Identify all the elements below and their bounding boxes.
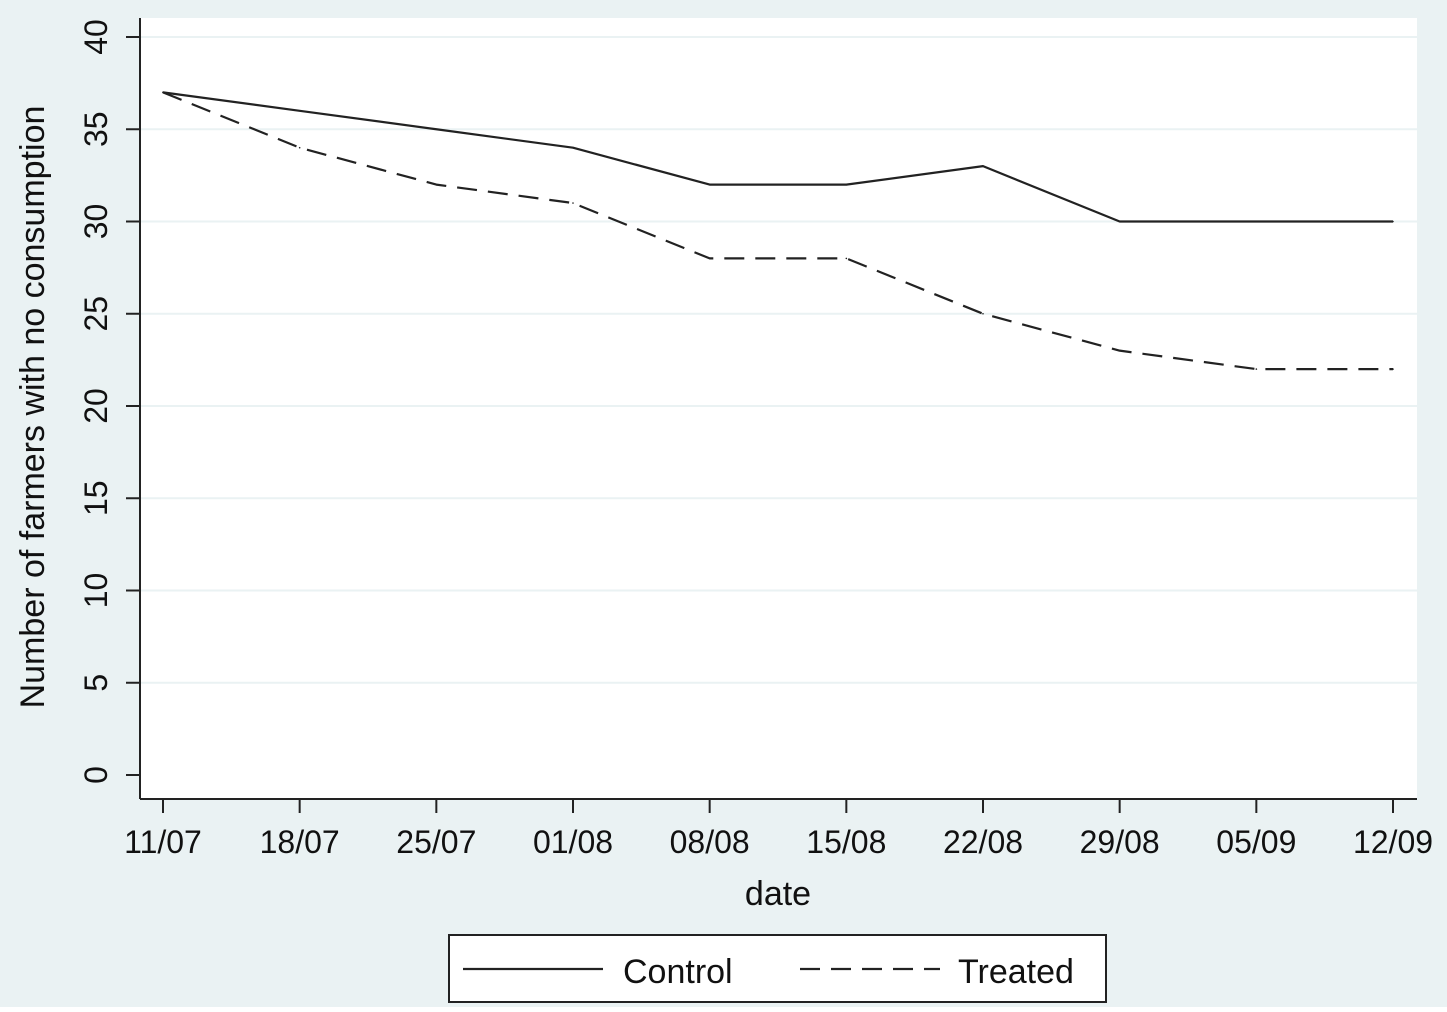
x-tick-label: 29/08: [1080, 824, 1160, 860]
data-point-control: [1255, 220, 1258, 223]
legend-label-treated: Treated: [958, 953, 1074, 991]
data-point-treated: [1392, 368, 1394, 370]
y-tick-label: 35: [78, 111, 114, 147]
data-point-treated: [572, 202, 574, 204]
x-tick-label: 22/08: [943, 824, 1023, 860]
legend: Control Treated: [448, 934, 1107, 1003]
y-tick-label: 10: [78, 573, 114, 609]
data-point-control: [708, 183, 711, 186]
data-point-control: [298, 110, 301, 112]
data-point-control: [1118, 220, 1121, 223]
x-tick-label: 18/07: [260, 824, 340, 860]
data-point-treated: [1255, 368, 1258, 370]
x-tick-label: 08/08: [670, 824, 750, 860]
y-tick-label: 30: [78, 204, 114, 240]
data-point-control: [1392, 220, 1394, 223]
x-tick-label: 05/09: [1216, 824, 1296, 860]
y-axis-title: Number of farmers with no consumption: [14, 106, 52, 709]
x-tick-label: 25/07: [396, 824, 476, 860]
series-line-treated: [162, 91, 1393, 371]
x-tick-label: 12/09: [1353, 824, 1433, 860]
x-tick-label: 11/07: [124, 824, 202, 860]
data-point-control: [845, 183, 848, 186]
gridlines: [140, 36, 1417, 684]
data-point-treated: [708, 257, 711, 260]
data-point-treated: [298, 146, 301, 149]
y-tick-label: 40: [78, 19, 114, 55]
x-tick-label: 01/08: [533, 824, 613, 860]
data-point-control: [572, 146, 574, 149]
y-tick-label: 25: [78, 296, 114, 332]
axes: [139, 18, 1417, 800]
data-point-treated: [982, 312, 984, 315]
series-line-control: [162, 91, 1393, 223]
plot-area: [140, 18, 1417, 799]
y-axis-ticks: 0 5 10 15 20 25 30 35 40: [78, 19, 140, 784]
data-point-treated: [1118, 349, 1121, 352]
y-tick-label: 0: [78, 766, 114, 784]
y-tick-label: 15: [78, 480, 114, 516]
legend-label-control: Control: [623, 953, 733, 991]
x-axis-title: date: [745, 875, 811, 913]
y-tick-label: 5: [78, 674, 114, 692]
data-point-treated: [435, 183, 438, 186]
data-point-control: [435, 128, 438, 131]
data-point-control: [982, 165, 984, 167]
series-lines: [162, 91, 1394, 371]
data-point-treated: [845, 257, 848, 260]
x-tick-label: 15/08: [806, 824, 886, 860]
data-point-treated: [162, 91, 164, 94]
x-axis-ticks: 11/07 18/07 25/07 01/08 08/08 15/08 22/08 29/08…: [124, 799, 1433, 860]
y-tick-label: 20: [78, 388, 114, 424]
